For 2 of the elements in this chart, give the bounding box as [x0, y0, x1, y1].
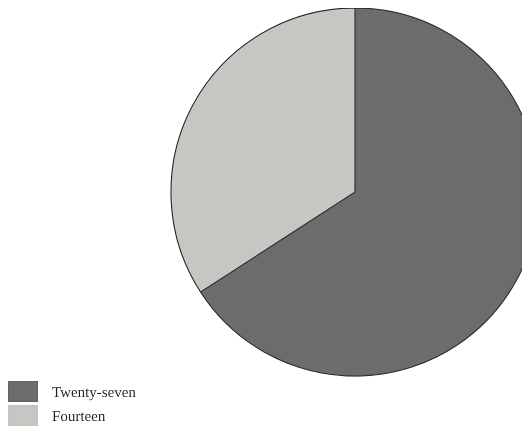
legend-label: Fourteen	[52, 409, 106, 425]
legend-label: Twenty-seven	[52, 385, 136, 401]
